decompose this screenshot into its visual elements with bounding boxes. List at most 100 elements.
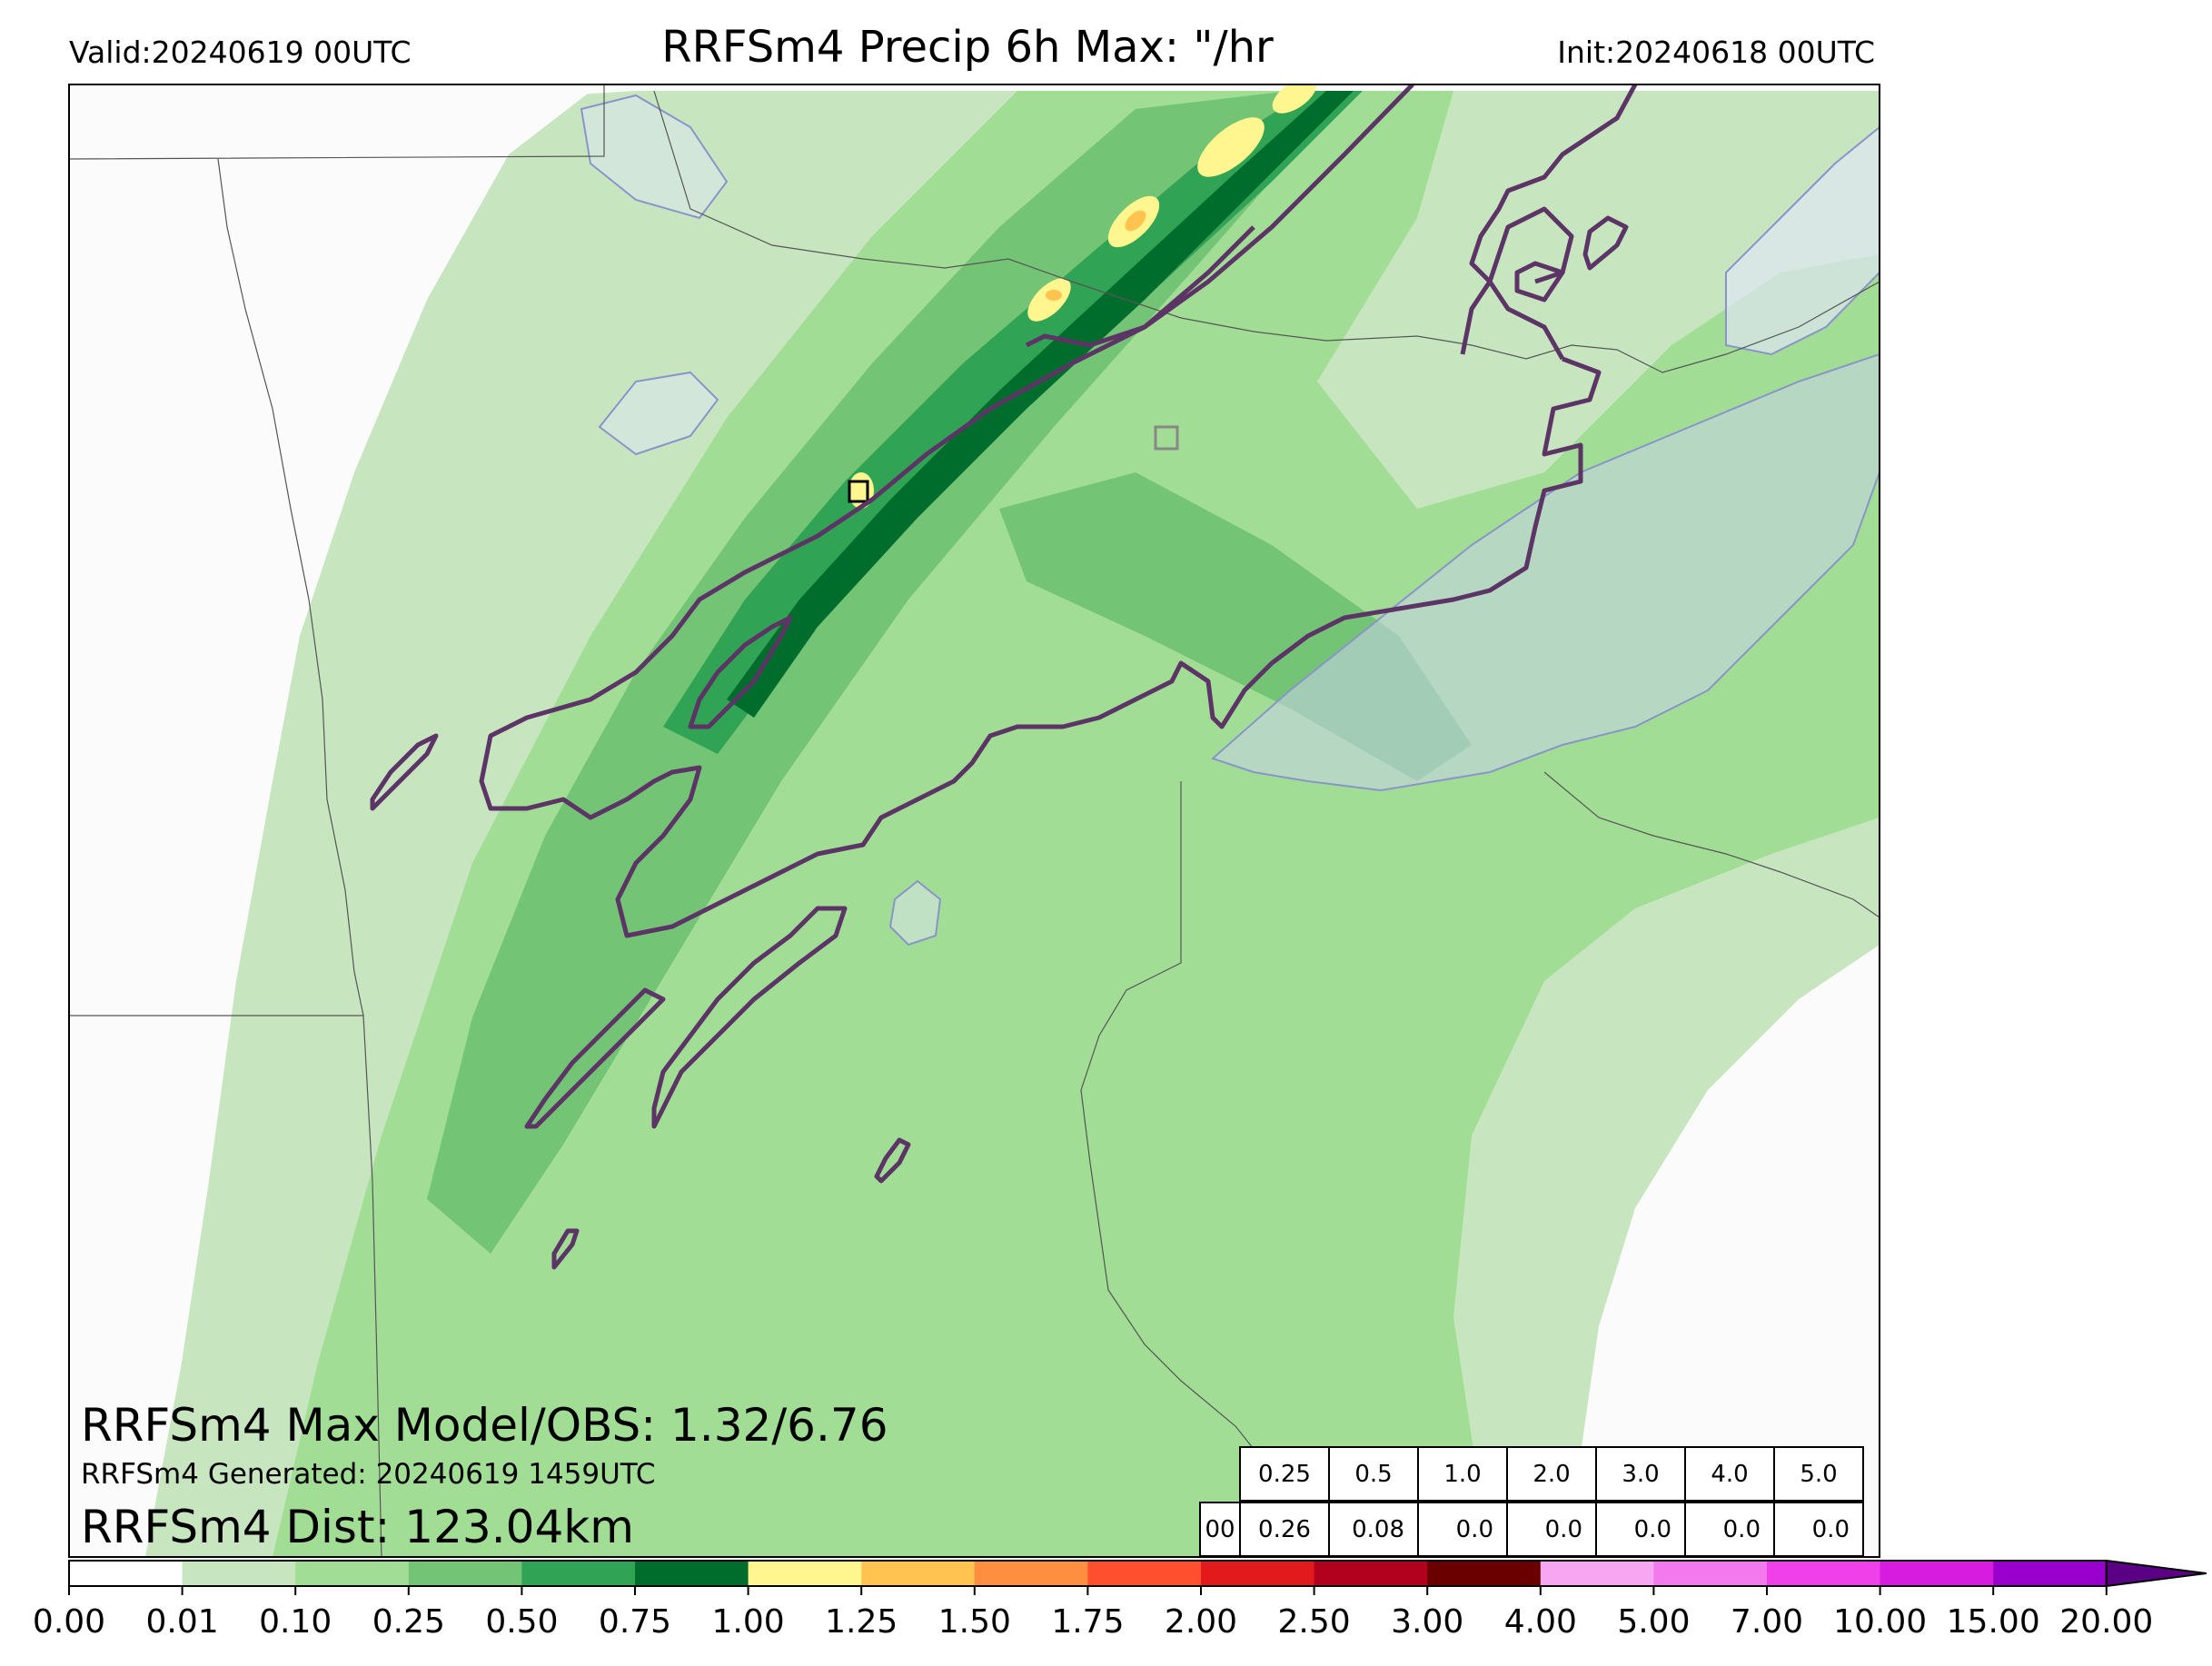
stats-threshold-cell: 0.25 <box>1239 1446 1330 1502</box>
obs-contours <box>370 84 1638 1270</box>
colorbar-tick-label: 10.00 <box>1833 1603 1928 1641</box>
colorbar-tick-label: 0.00 <box>32 1603 106 1641</box>
contour-inner-loop <box>688 615 793 729</box>
valid-time-label: Valid:20240619 00UTC <box>69 34 412 70</box>
max-model-obs-label: RRFSm4 Max Model/OBS: 1.32/6.76 <box>81 1399 888 1452</box>
precip-cell-yellow <box>1027 278 1071 322</box>
contour-south-small <box>874 1137 911 1184</box>
contour-main <box>479 84 1602 938</box>
colorbar-segment <box>861 1561 976 1586</box>
colorbar-tick-label: 2.50 <box>1277 1603 1351 1641</box>
border-canada-us <box>69 84 605 160</box>
colorbar-segment <box>1993 1561 2108 1586</box>
precip-core-very-heavy <box>727 91 1354 718</box>
colorbar-tick-label: 4.00 <box>1503 1603 1577 1641</box>
init-time-label: Init:20240618 00UTC <box>1557 34 1875 70</box>
no-precip-southeast <box>1562 945 1880 1557</box>
colorbar-tick-label: 7.00 <box>1730 1603 1804 1641</box>
border-sd-mn <box>69 1015 382 1557</box>
colorbar-tick-label: 1.25 <box>825 1603 898 1641</box>
contour-south-tiny <box>551 1228 580 1270</box>
stats-value-cell: 0.08 <box>1328 1502 1419 1557</box>
contour-east-branch <box>1460 206 1574 355</box>
lake-mille-lacs <box>888 879 942 947</box>
contour-east-loop <box>1582 215 1629 271</box>
colorbar-tick-label: 0.25 <box>372 1603 445 1641</box>
precip-band-moderate <box>427 91 1326 1254</box>
precip-cell-orange <box>1046 290 1062 301</box>
contour-east-loop-2 <box>1514 261 1565 302</box>
stats-threshold-cell: 0.5 <box>1328 1446 1419 1502</box>
contour-north-east <box>1469 84 1638 361</box>
distance-label: RRFSm4 Dist: 123.04km <box>81 1501 634 1553</box>
colorbar-tick-label: 0.50 <box>485 1603 559 1641</box>
threshold-stats-table: 0.25 0.5 1.0 2.0 3.0 4.0 5.0 00 0.26 0.0… <box>1199 1446 1876 1557</box>
colorbar-segment <box>1767 1561 1881 1586</box>
generated-time-label: RRFSm4 Generated: 20240619 1459UTC <box>81 1458 656 1491</box>
colorbar-tick-label: 1.00 <box>711 1603 785 1641</box>
border-nd-mn <box>217 158 364 1016</box>
stats-value-cell: 0.0 <box>1684 1502 1775 1557</box>
stats-value-cell: 0.0 <box>1506 1502 1597 1557</box>
contour-west-small <box>370 733 439 811</box>
stats-row-label: 00 <box>1199 1502 1241 1557</box>
precip-area-medium <box>273 91 1880 1557</box>
contour-southwest-1 <box>524 987 666 1129</box>
chart-title: RRFSm4 Precip 6h Max: "/hr <box>661 22 1274 73</box>
colorbar-tick-label: 2.00 <box>1164 1603 1238 1641</box>
colorbar-extend-arrow <box>2105 1559 2207 1588</box>
colorbar-segment <box>1427 1561 1542 1586</box>
precip-cell-yellow <box>1272 84 1317 114</box>
stats-value-cell: 0.0 <box>1773 1502 1864 1557</box>
colorbar-segment <box>1087 1561 1202 1586</box>
contour-southwest-2 <box>651 906 848 1129</box>
map-frame <box>68 84 1880 1558</box>
stats-threshold-cell: 4.0 <box>1684 1446 1775 1502</box>
colorbar-tick-label: 0.01 <box>145 1603 219 1641</box>
lake-superior <box>1211 352 1880 792</box>
lake-lotw <box>580 94 729 220</box>
colorbar-tick-label: 15.00 <box>1946 1603 2040 1641</box>
no-precip-west <box>69 84 600 1557</box>
colorbar-segment <box>635 1561 749 1586</box>
colorbar-tick-label: 0.75 <box>598 1603 672 1641</box>
colorbar-segment <box>1880 1561 1994 1586</box>
colorbar-segment <box>974 1561 1088 1586</box>
precip-cell-yellow <box>1197 117 1265 177</box>
obs-box <box>1154 425 1179 451</box>
stats-value-cell: 0.0 <box>1595 1502 1686 1557</box>
colorbar-tick-label: 3.00 <box>1391 1603 1464 1641</box>
colorbar-segment <box>1540 1561 1654 1586</box>
colorbar-segment <box>408 1561 522 1586</box>
contour-northwest-arm <box>1025 225 1255 348</box>
colorbar-segment <box>1314 1561 1428 1586</box>
obs-box-max <box>848 480 869 503</box>
colorbar-segment <box>1653 1561 1768 1586</box>
stats-value-cell: 0.0 <box>1417 1502 1508 1557</box>
stats-threshold-cell: 5.0 <box>1773 1446 1864 1502</box>
map-layer <box>69 84 1880 1557</box>
colorbar-tick-label: 0.10 <box>259 1603 332 1641</box>
stats-header-row: 0.25 0.5 1.0 2.0 3.0 4.0 5.0 <box>1239 1446 1864 1502</box>
colorbar-tick-label: 5.00 <box>1617 1603 1691 1641</box>
colorbar-segment <box>748 1561 862 1586</box>
colorbar-segment <box>1201 1561 1315 1586</box>
lake-red <box>598 371 719 456</box>
precip-cell-orange <box>1125 210 1146 232</box>
colorbar-tick-label: 1.50 <box>937 1603 1011 1641</box>
border-intl-east <box>653 90 1880 373</box>
stats-value-row: 00 0.26 0.08 0.0 0.0 0.0 0.0 0.0 <box>1199 1502 1864 1557</box>
colorbar-segment <box>521 1561 636 1586</box>
colorbar-segment <box>69 1561 184 1586</box>
stats-threshold-cell: 2.0 <box>1506 1446 1597 1502</box>
colorbar-tick-label: 1.75 <box>1051 1603 1125 1641</box>
stats-value-cell: 0.26 <box>1239 1502 1330 1557</box>
colorbar-tick-label: 20.00 <box>2059 1603 2154 1641</box>
colorbar-segment <box>182 1561 296 1586</box>
stats-threshold-cell: 3.0 <box>1595 1446 1686 1502</box>
stats-threshold-cell: 1.0 <box>1417 1446 1508 1502</box>
colorbar-segment <box>295 1561 410 1586</box>
border-wi-mi <box>1543 771 1880 918</box>
